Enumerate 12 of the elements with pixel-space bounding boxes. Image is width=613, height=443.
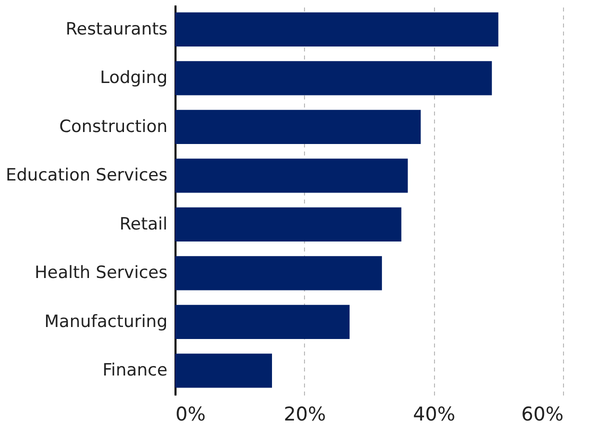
- y-tick-label: Lodging: [100, 68, 168, 88]
- x-tick-label: 60%: [521, 404, 564, 426]
- x-tick-label: 40%: [413, 404, 456, 426]
- x-tick-label: 20%: [284, 404, 326, 426]
- y-tick-label: Restaurants: [66, 19, 168, 40]
- y-tick-label: Finance: [102, 360, 168, 381]
- y-tick-label: Retail: [119, 214, 168, 234]
- y-tick-label: Health Services: [34, 263, 168, 284]
- y-tick-label: Manufacturing: [44, 312, 168, 332]
- y-tick-label: Education Services: [6, 166, 168, 186]
- x-tick-label: 0%: [176, 404, 206, 426]
- y-tick-label: Construction: [59, 116, 168, 137]
